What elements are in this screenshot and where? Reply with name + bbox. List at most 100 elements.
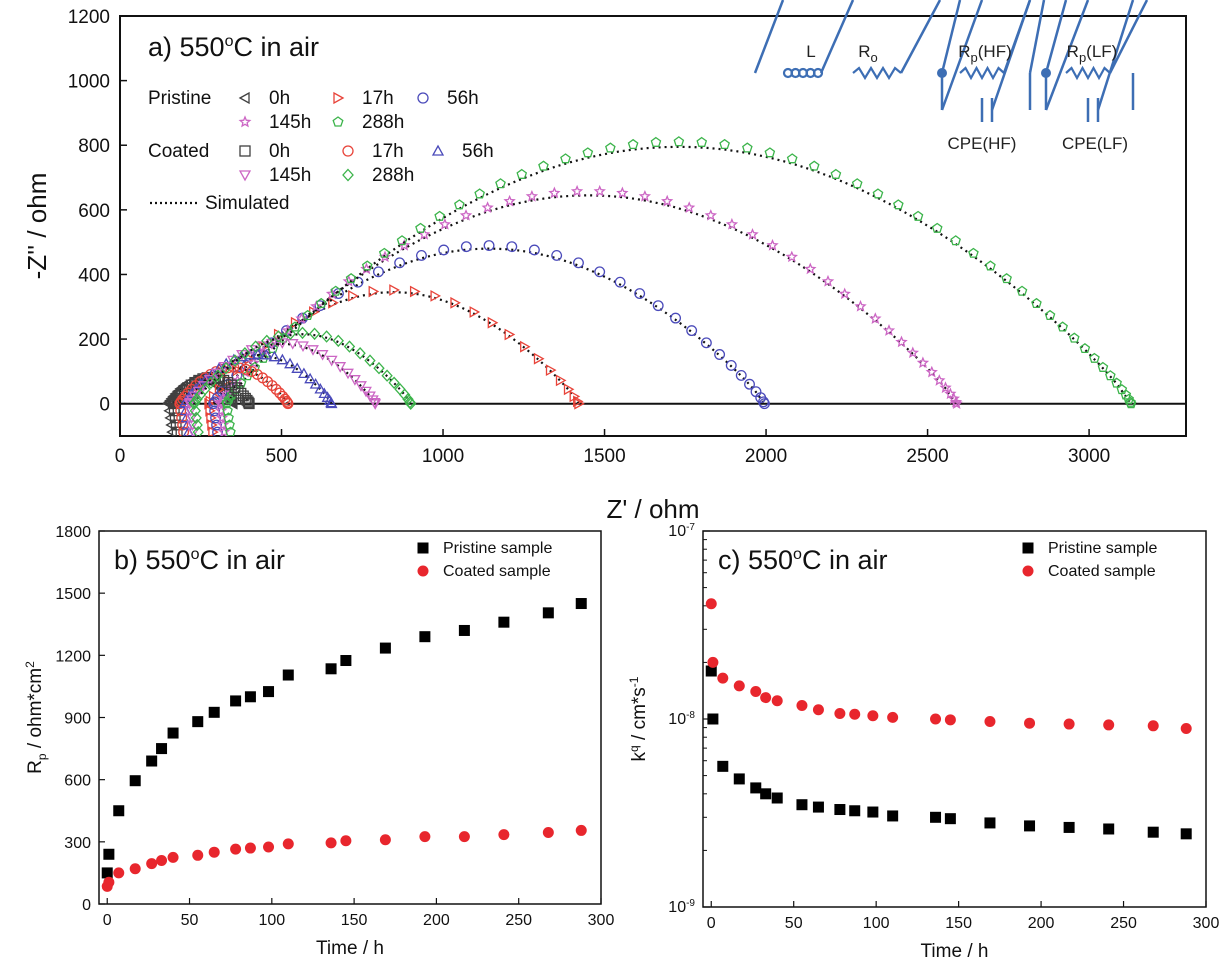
- data-point: [887, 810, 899, 822]
- data-point: [812, 704, 824, 716]
- data-point: [244, 691, 256, 703]
- data-point: [944, 714, 956, 726]
- data-point: [372, 266, 384, 278]
- data-point: [574, 397, 585, 410]
- data-point: [217, 425, 231, 436]
- data-point: [184, 406, 197, 417]
- data-point: [361, 260, 373, 271]
- data-point: [760, 788, 772, 800]
- data-point: [379, 642, 391, 654]
- x-tick-label: 3000: [1068, 446, 1110, 467]
- legend-label: 17h: [362, 88, 394, 109]
- plot-frame: [98, 530, 602, 905]
- data-point: [849, 805, 861, 817]
- data-point: [796, 799, 808, 811]
- data-point: [796, 699, 808, 711]
- data-point: [746, 228, 759, 240]
- data-point: [234, 362, 246, 374]
- data-point: [563, 383, 575, 396]
- data-point: [369, 399, 382, 410]
- panel-title: c) 550oC in air: [718, 545, 887, 575]
- simulated-curve: [219, 194, 958, 405]
- legend-label: 288h: [362, 112, 404, 133]
- data-point: [225, 426, 236, 436]
- plot-frame: [119, 15, 1187, 437]
- data-point: [483, 240, 495, 251]
- data-point: [229, 354, 241, 367]
- data-point: [984, 817, 996, 829]
- data-point: [212, 369, 224, 382]
- data-point: [1063, 718, 1075, 730]
- x-tick-label: 0: [103, 912, 112, 929]
- data-point: [830, 168, 842, 179]
- data-point: [925, 365, 938, 378]
- circuit-label-cpe-hf: CPE(HF): [948, 134, 1017, 153]
- series-pristine-288h: [221, 136, 1137, 436]
- data-point: [169, 412, 181, 424]
- data-point: [220, 361, 232, 375]
- y-tick-label: 900: [64, 711, 91, 728]
- data-point: [849, 708, 861, 720]
- data-point: [450, 296, 461, 309]
- data-point: [342, 368, 354, 380]
- data-point: [270, 383, 282, 395]
- legend-label: 0h: [269, 88, 290, 109]
- data-point: [771, 792, 783, 804]
- data-point: [887, 711, 899, 723]
- y-tick-label: 10-7: [668, 522, 695, 540]
- data-point: [222, 405, 233, 416]
- data-point: [717, 760, 729, 772]
- data-point: [243, 398, 255, 410]
- legend: Pristine sample Coated sample: [1022, 540, 1157, 580]
- data-point: [1057, 321, 1068, 332]
- data-point: [223, 393, 235, 404]
- data-point: [284, 357, 296, 369]
- data-point: [355, 381, 367, 392]
- data-point: [575, 824, 587, 836]
- data-point: [834, 707, 846, 719]
- x-tick-label: 150: [341, 912, 368, 929]
- data-point: [735, 369, 747, 381]
- data-point: [378, 247, 390, 258]
- data-point: [944, 387, 957, 400]
- data-point: [314, 382, 327, 394]
- data-point: [185, 413, 198, 425]
- data-point: [113, 867, 125, 879]
- data-point: [614, 276, 626, 288]
- data-point: [930, 811, 942, 823]
- data-point: [939, 381, 952, 394]
- data-point: [389, 284, 400, 296]
- x-tick-label: 50: [785, 915, 803, 932]
- data-point: [985, 260, 996, 271]
- circuit-wire: [990, 0, 1032, 111]
- series-pristine-56h: [208, 240, 770, 436]
- x-axis-title: Z' / ohm: [606, 494, 699, 524]
- data-point: [368, 285, 380, 298]
- data-point: [235, 377, 247, 388]
- data-point: [949, 395, 963, 408]
- data-point: [1068, 332, 1080, 343]
- data-point: [487, 316, 499, 329]
- data-point: [725, 217, 739, 230]
- panel-title: a) 550oC in air: [148, 32, 319, 62]
- data-point: [638, 189, 652, 202]
- data-point: [316, 350, 329, 361]
- data-point: [325, 355, 338, 367]
- data-point: [272, 330, 285, 343]
- data-point: [869, 312, 882, 324]
- x-tick-label: 50: [181, 912, 199, 929]
- data-point: [1180, 723, 1192, 735]
- data-point: [192, 849, 204, 861]
- data-point: [266, 380, 278, 391]
- data-point: [282, 838, 294, 850]
- data-point: [203, 375, 216, 386]
- data-point: [733, 773, 745, 785]
- circuit-wire: [1096, 0, 1135, 111]
- y-tick-label: 300: [64, 835, 91, 852]
- legend-label: 288h: [372, 165, 414, 186]
- data-point: [396, 235, 408, 246]
- simulated-curve: [225, 145, 1132, 405]
- data-point: [705, 665, 717, 677]
- simulated-curve: [193, 333, 412, 405]
- y-tick-label: 1800: [55, 524, 91, 541]
